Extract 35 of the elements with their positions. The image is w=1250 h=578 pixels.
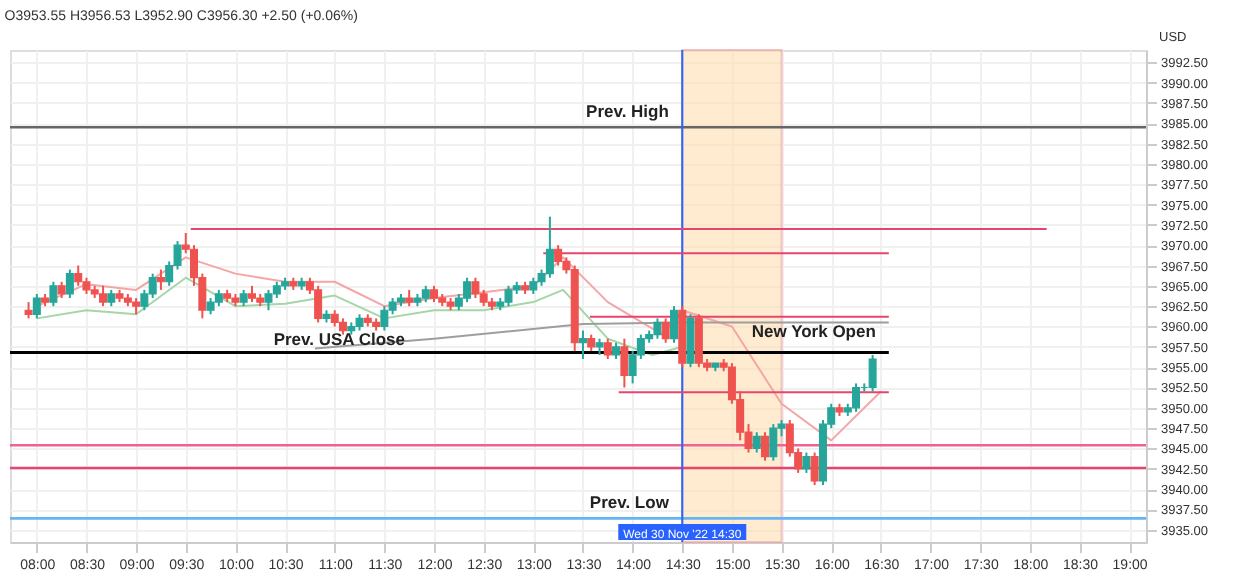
candlestick: [760, 431, 769, 462]
candlestick: [504, 284, 513, 308]
candlestick: [49, 280, 58, 308]
candlestick: [769, 423, 778, 462]
candlestick: [603, 337, 612, 361]
candlestick: [686, 313, 695, 369]
candlestick: [74, 264, 83, 287]
line-series: [313, 321, 890, 350]
candlestick: [148, 272, 157, 300]
candlestick: [32, 292, 41, 320]
candlestick: [670, 305, 679, 344]
candlestick: [471, 276, 480, 300]
candlestick: [463, 276, 472, 304]
candlestick: [620, 337, 629, 389]
candlestick: [752, 431, 761, 454]
candlestick: [156, 268, 165, 291]
candlestick: [661, 317, 670, 344]
series-label: Prev. USA Close: [273, 328, 406, 349]
candlestick: [380, 305, 389, 332]
candlestick: [694, 313, 703, 369]
candlestick: [264, 288, 273, 312]
candlestick: [314, 284, 323, 324]
candlestick: [99, 284, 108, 308]
candlestick: [545, 215, 554, 279]
candlestick: [554, 244, 563, 267]
ref-line-label: Prev. Low: [589, 492, 670, 513]
candlestick: [868, 353, 877, 393]
ref-line-label: Prev. High: [586, 101, 669, 122]
candlestick: [578, 329, 587, 361]
candlestick: [852, 382, 861, 413]
annotation: New York Open: [751, 320, 876, 341]
candlestick: [810, 451, 819, 487]
candlestick: [802, 451, 811, 474]
candlestick: [65, 268, 74, 300]
candlestick: [653, 317, 662, 340]
